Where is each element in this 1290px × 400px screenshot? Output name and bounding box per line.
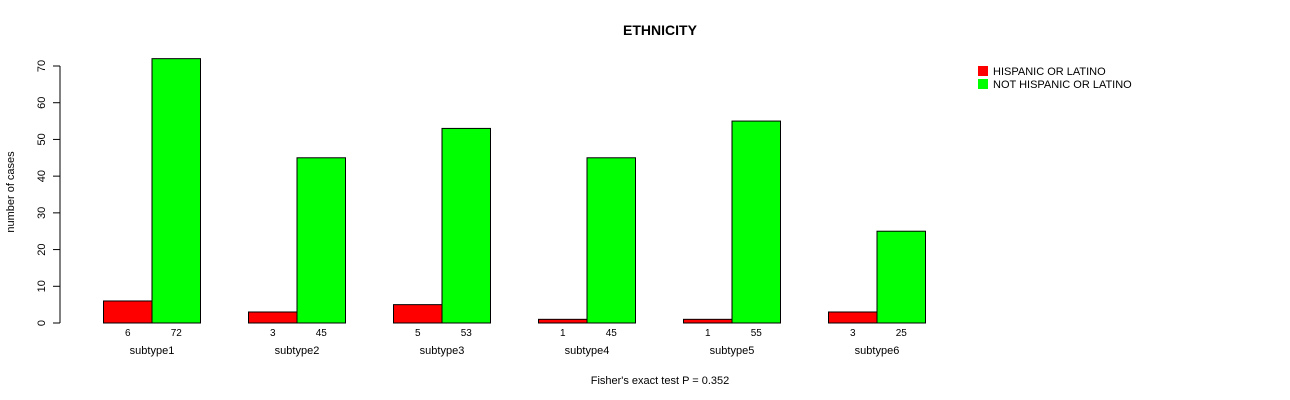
bar-subtype4-hispanic: [538, 318, 588, 324]
bar-group-subtype6: 3 25 subtype6: [828, 230, 926, 357]
y-tick-label: 70: [36, 60, 48, 72]
bar-value-label: 45: [316, 328, 328, 339]
y-axis-label: number of cases: [5, 151, 17, 233]
bar-value-label: 3: [270, 328, 276, 339]
bar-group-subtype4: 1 45 subtype4: [538, 157, 636, 357]
bar-subtype3-not-hispanic: [441, 127, 491, 324]
bar-subtype1-not-hispanic: [151, 58, 201, 324]
legend-item-not-hispanic: NOT HISPANIC OR LATINO: [978, 79, 1132, 91]
bar-subtype1-hispanic: [103, 300, 153, 324]
legend-swatch: [978, 66, 988, 76]
bar-value-label: 25: [896, 328, 908, 339]
y-tick-label: 0: [36, 320, 48, 326]
bar-value-label: 1: [560, 328, 566, 339]
bar-group-subtype5: 1 55 subtype5: [683, 120, 781, 357]
y-tick-label: 60: [36, 97, 48, 109]
bar-group-subtype1: 6 72 subtype1: [103, 58, 201, 357]
x-axis-label: Fisher's exact test P = 0.352: [591, 375, 730, 387]
x-tick-label-subtype2: subtype2: [275, 345, 320, 357]
bar-group-subtype2: 3 45 subtype2: [248, 157, 346, 357]
bar-group-subtype3: 5 53 subtype3: [393, 127, 491, 357]
x-tick-label-subtype5: subtype5: [710, 345, 755, 357]
bar-subtype6-not-hispanic: [876, 230, 926, 324]
bar-value-label: 3: [850, 328, 856, 339]
legend-item-hispanic: HISPANIC OR LATINO: [978, 66, 1106, 78]
bar-value-label: 6: [125, 328, 131, 339]
bar-subtype2-hispanic: [248, 311, 298, 324]
legend-swatch: [978, 79, 988, 89]
bar-value-label: 55: [751, 328, 763, 339]
x-tick-label-subtype6: subtype6: [855, 345, 900, 357]
x-tick-label-subtype3: subtype3: [420, 345, 465, 357]
legend-label: NOT HISPANIC OR LATINO: [993, 79, 1132, 91]
y-tick-label: 40: [36, 170, 48, 182]
bar-value-label: 1: [705, 328, 711, 339]
bar-subtype5-not-hispanic: [731, 120, 781, 324]
x-tick-label-subtype1: subtype1: [130, 345, 175, 357]
chart-title: ETHNICITY: [623, 22, 698, 38]
bar-value-label: 72: [171, 328, 183, 339]
y-axis: 0 10 20 30 40 50 60 70: [36, 60, 61, 326]
bar-subtype2-not-hispanic: [296, 157, 346, 324]
bar-value-label: 5: [415, 328, 421, 339]
bar-subtype5-hispanic: [683, 318, 733, 324]
y-tick-label: 50: [36, 133, 48, 145]
bar-value-label: 45: [606, 328, 618, 339]
legend-label: HISPANIC OR LATINO: [993, 66, 1106, 78]
bar-value-label: 53: [461, 328, 473, 339]
bar-subtype4-not-hispanic: [586, 157, 636, 324]
y-tick-label: 10: [36, 280, 48, 292]
y-tick-label: 30: [36, 207, 48, 219]
y-tick-label: 20: [36, 243, 48, 255]
x-tick-label-subtype4: subtype4: [565, 345, 610, 357]
bar-subtype6-hispanic: [828, 311, 878, 324]
bar-subtype3-hispanic: [393, 304, 443, 324]
